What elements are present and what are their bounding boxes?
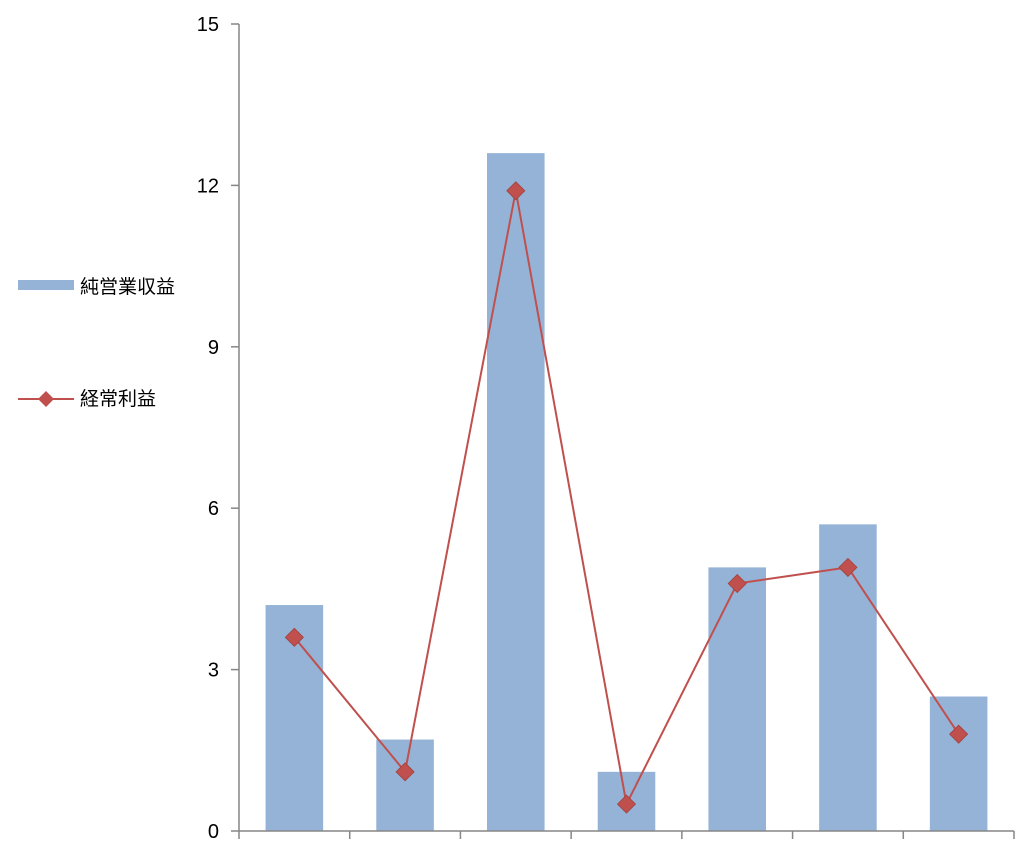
x-axis-ticks	[238, 831, 1015, 839]
y-tick-label: 6	[208, 498, 219, 520]
bar	[929, 696, 988, 831]
y-tick-label: 12	[197, 175, 219, 197]
line-point-marker	[838, 557, 858, 577]
bar	[376, 739, 434, 831]
bar-series-net-operating-revenue	[265, 153, 988, 831]
y-tick-label: 9	[208, 337, 219, 359]
line-series-ordinary-profit	[284, 181, 969, 814]
y-tick-label: 15	[197, 14, 219, 36]
legend-swatch-bar	[18, 280, 74, 290]
legend-swatch-diamond-marker	[38, 391, 54, 407]
y-tick-label: 0	[208, 821, 219, 841]
legend-label-line: 経常利益	[80, 388, 156, 410]
line-point-marker	[727, 573, 747, 594]
axes	[238, 24, 1014, 832]
line-point-marker	[949, 724, 969, 744]
y-tick-label: 3	[208, 660, 219, 682]
line-point-marker	[284, 627, 304, 647]
line-point-marker	[395, 762, 415, 782]
bar	[708, 567, 766, 831]
bar	[487, 153, 545, 831]
legend-label-bar: 純営業収益	[80, 276, 175, 298]
line-point-marker	[506, 181, 526, 201]
line-point-marker	[616, 794, 637, 814]
legend: 純営業収益 経常利益	[18, 276, 175, 410]
y-axis-ticks: 0 3 6 9 12 15	[197, 14, 239, 841]
